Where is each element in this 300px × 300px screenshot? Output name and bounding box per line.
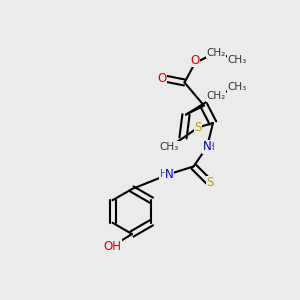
Text: N: N: [202, 140, 211, 154]
Text: OH: OH: [103, 239, 122, 253]
Text: N: N: [165, 167, 174, 181]
Text: O: O: [190, 53, 200, 67]
Text: CH₃: CH₃: [227, 82, 247, 92]
Text: S: S: [206, 176, 214, 190]
Text: H: H: [160, 169, 167, 179]
Text: S: S: [194, 121, 202, 134]
Text: CH₂: CH₂: [206, 47, 226, 58]
Text: H: H: [207, 142, 214, 152]
Text: O: O: [158, 71, 166, 85]
Text: CH₂: CH₂: [206, 91, 226, 101]
Text: CH₃: CH₃: [227, 55, 247, 65]
Text: CH₃: CH₃: [160, 142, 179, 152]
